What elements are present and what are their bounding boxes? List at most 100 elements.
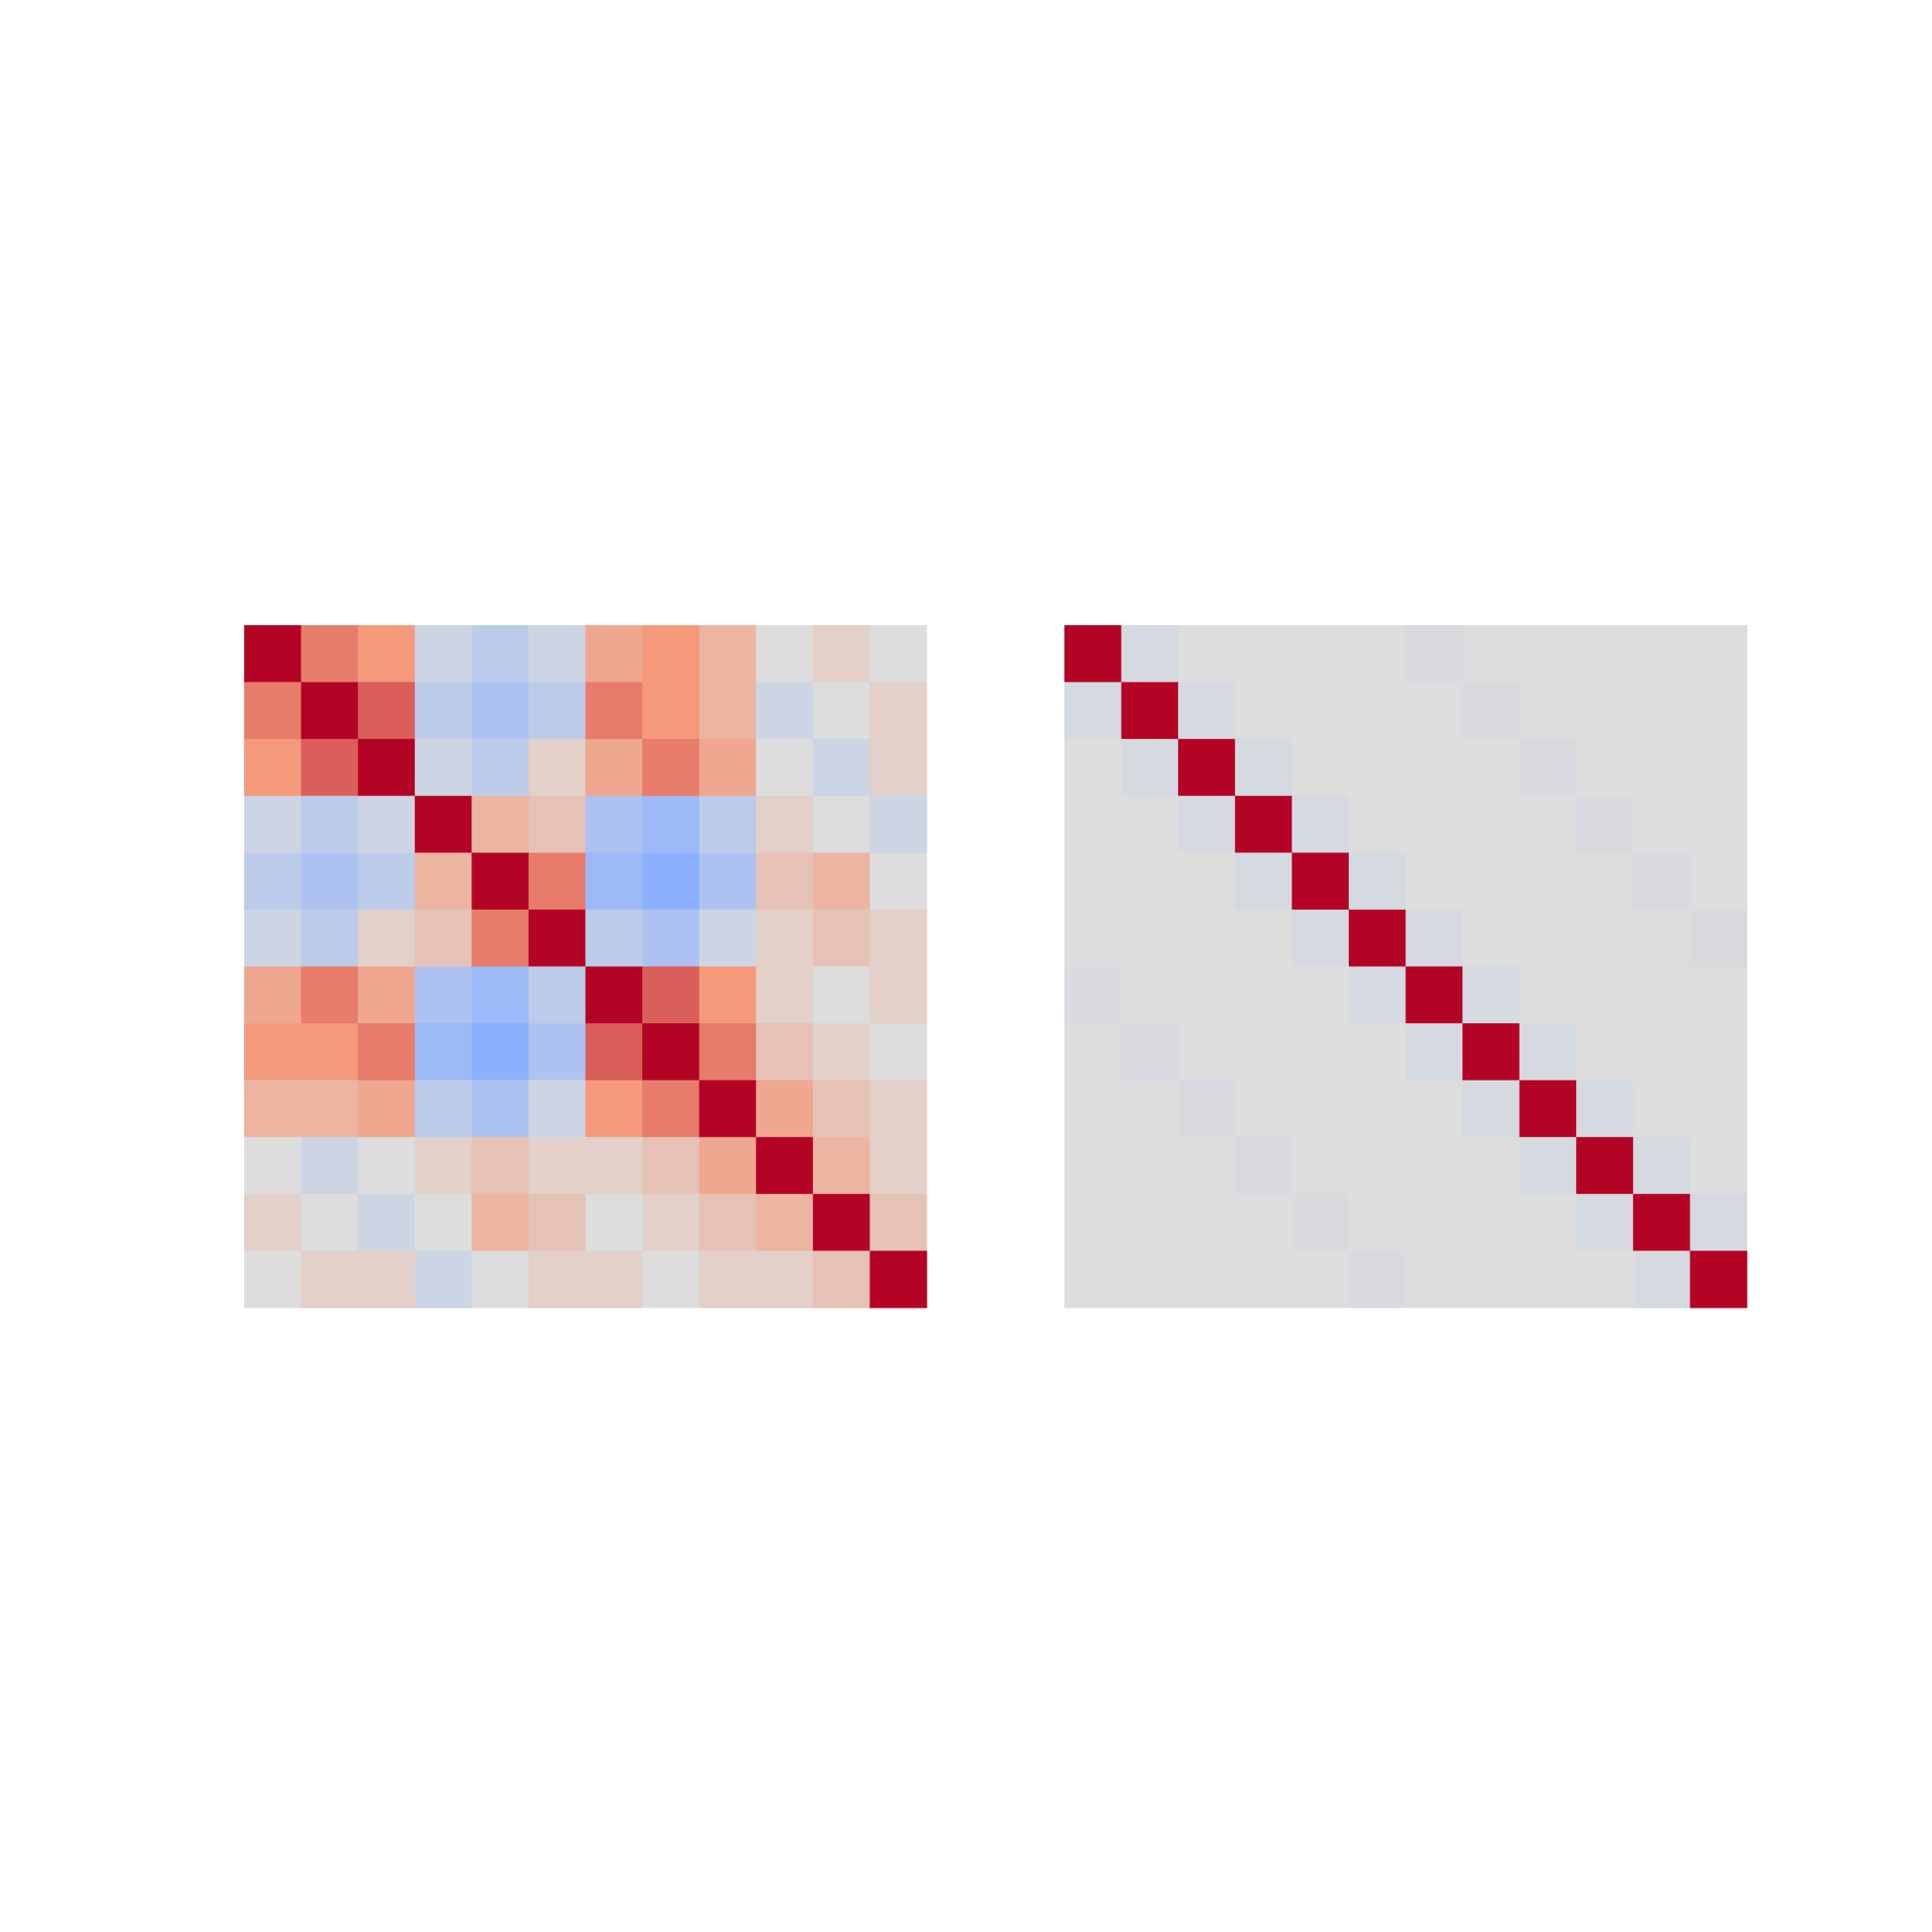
heatmap-cell xyxy=(1405,1023,1463,1081)
heatmap-cell xyxy=(1632,739,1690,797)
heatmap-cell xyxy=(1462,1193,1521,1251)
heatmap-cell xyxy=(358,1193,416,1251)
heatmap-cell xyxy=(244,1023,302,1081)
heatmap-cell xyxy=(1462,1023,1521,1081)
heatmap-cell xyxy=(1234,1137,1292,1195)
heatmap-cell xyxy=(756,1080,814,1138)
heatmap-cell xyxy=(1519,966,1577,1024)
heatmap-cell xyxy=(869,1250,928,1309)
heatmap-cell xyxy=(1064,682,1123,740)
heatmap-cell xyxy=(812,1193,870,1251)
heatmap-cell xyxy=(1064,739,1123,797)
heatmap-cell xyxy=(812,625,870,683)
heatmap-cell xyxy=(1405,1193,1463,1251)
heatmap-cell xyxy=(414,909,472,967)
heatmap-cell xyxy=(414,966,472,1024)
heatmap-cell xyxy=(812,682,870,740)
heatmap-cell xyxy=(1576,1137,1634,1195)
heatmap-cell xyxy=(756,1023,814,1081)
heatmap-cell xyxy=(642,625,700,683)
heatmap xyxy=(1064,625,1748,1309)
heatmap-cell xyxy=(1292,966,1350,1024)
heatmap-cell xyxy=(1576,1080,1634,1138)
heatmap-cell xyxy=(869,966,928,1024)
heatmap-cell xyxy=(471,1023,530,1081)
heatmap-cell xyxy=(1234,625,1292,683)
heatmap-cell xyxy=(528,909,586,967)
heatmap-cell xyxy=(812,852,870,911)
heatmap-cell xyxy=(869,1080,928,1138)
heatmap-cell xyxy=(1690,795,1748,853)
heatmap-cell xyxy=(1178,1023,1236,1081)
heatmap-cell xyxy=(585,966,643,1024)
heatmap-cell xyxy=(869,1137,928,1195)
heatmap-cell xyxy=(1519,795,1577,853)
heatmap-cell xyxy=(1462,1137,1521,1195)
heatmap-cell xyxy=(1178,795,1236,853)
heatmap-cell xyxy=(1121,682,1179,740)
heatmap-cell xyxy=(642,739,700,797)
heatmap-cell xyxy=(642,909,700,967)
heatmap-cell xyxy=(528,852,586,911)
heatmap-cell xyxy=(1632,682,1690,740)
heatmap-cell xyxy=(1576,852,1634,911)
heatmap-cell xyxy=(471,625,530,683)
heatmap-cell xyxy=(699,1250,757,1309)
heatmap-cell xyxy=(1405,682,1463,740)
heatmap-cell xyxy=(1348,966,1406,1024)
heatmap-cell xyxy=(1121,1080,1179,1138)
heatmap-cell xyxy=(301,795,359,853)
heatmap-cell xyxy=(471,966,530,1024)
heatmap-cell xyxy=(812,795,870,853)
heatmap-cell xyxy=(1348,1250,1406,1309)
heatmap-cell xyxy=(1121,1193,1179,1251)
heatmap-cell xyxy=(471,795,530,853)
heatmap-cell xyxy=(1178,1250,1236,1309)
heatmap-cell xyxy=(1576,1023,1634,1081)
heatmap-cell xyxy=(1121,1137,1179,1195)
heatmap-cell xyxy=(642,966,700,1024)
heatmap-cell xyxy=(1121,966,1179,1024)
heatmap-cell xyxy=(1632,1250,1690,1309)
heatmap-cell xyxy=(1690,1137,1748,1195)
heatmap-cell xyxy=(1405,966,1463,1024)
heatmap-cell xyxy=(1576,682,1634,740)
heatmap-cell xyxy=(1234,739,1292,797)
heatmap-cell xyxy=(528,795,586,853)
heatmap-cell xyxy=(756,1137,814,1195)
heatmap-cell xyxy=(585,682,643,740)
heatmap-cell xyxy=(756,852,814,911)
heatmap-cell xyxy=(301,682,359,740)
heatmap-cell xyxy=(1178,682,1236,740)
heatmap-cell xyxy=(1519,909,1577,967)
heatmap-cell xyxy=(699,682,757,740)
heatmap-cell xyxy=(756,795,814,853)
heatmap-cell xyxy=(1234,852,1292,911)
heatmap-cell xyxy=(1121,852,1179,911)
heatmap-cell xyxy=(1632,852,1690,911)
heatmap-cell xyxy=(528,625,586,683)
heatmap-cell xyxy=(301,852,359,911)
heatmap-cell xyxy=(1462,625,1521,683)
heatmap-cell xyxy=(585,739,643,797)
heatmap-cell xyxy=(1292,1023,1350,1081)
heatmap-cell xyxy=(1462,795,1521,853)
heatmap-cell xyxy=(812,1137,870,1195)
heatmap-cell xyxy=(1690,1193,1748,1251)
heatmap-cell xyxy=(471,739,530,797)
heatmap-cell xyxy=(1405,852,1463,911)
heatmap-cell xyxy=(528,1023,586,1081)
heatmap-cell xyxy=(1405,739,1463,797)
heatmap-cell xyxy=(699,1193,757,1251)
heatmap-cell xyxy=(1519,852,1577,911)
heatmap-cell xyxy=(1462,682,1521,740)
heatmap-cell xyxy=(301,966,359,1024)
heatmap-cell xyxy=(1690,625,1748,683)
heatmap-cell xyxy=(471,1137,530,1195)
heatmap-cell xyxy=(244,966,302,1024)
heatmap-cell xyxy=(1576,625,1634,683)
heatmap-cell xyxy=(244,1080,302,1138)
heatmap-cell xyxy=(1632,1023,1690,1081)
